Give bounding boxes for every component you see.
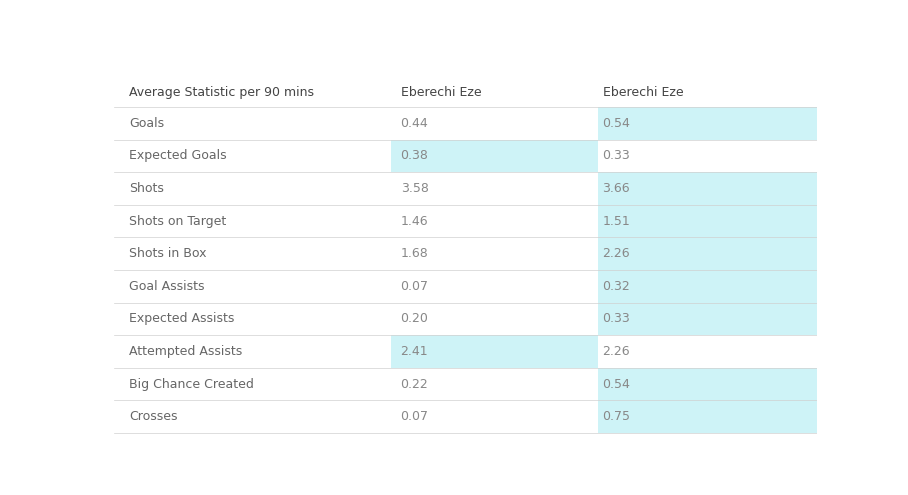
Text: Goal Assists: Goal Assists bbox=[129, 280, 204, 293]
Text: 0.32: 0.32 bbox=[603, 280, 630, 293]
Text: 0.22: 0.22 bbox=[400, 378, 429, 391]
Text: 2.41: 2.41 bbox=[400, 345, 429, 358]
Text: Shots on Target: Shots on Target bbox=[129, 215, 226, 228]
Bar bbox=[597, 368, 817, 400]
Text: 3.58: 3.58 bbox=[400, 182, 429, 195]
Text: Big Chance Created: Big Chance Created bbox=[129, 378, 254, 391]
Text: 1.68: 1.68 bbox=[400, 247, 429, 260]
Text: 1.51: 1.51 bbox=[603, 215, 630, 228]
Text: Shots: Shots bbox=[129, 182, 163, 195]
Bar bbox=[597, 172, 817, 205]
Text: 0.54: 0.54 bbox=[603, 378, 630, 391]
Text: Shots in Box: Shots in Box bbox=[129, 247, 206, 260]
Bar bbox=[391, 335, 597, 368]
Text: Expected Assists: Expected Assists bbox=[129, 312, 234, 325]
Text: Eberechi Eze: Eberechi Eze bbox=[400, 86, 481, 99]
Bar bbox=[597, 107, 817, 140]
Text: 0.33: 0.33 bbox=[603, 149, 630, 162]
Text: Crosses: Crosses bbox=[129, 410, 177, 423]
Text: 2.26: 2.26 bbox=[603, 345, 630, 358]
Text: 0.38: 0.38 bbox=[400, 149, 429, 162]
Text: Attempted Assists: Attempted Assists bbox=[129, 345, 242, 358]
Text: 0.33: 0.33 bbox=[603, 312, 630, 325]
Text: Eberechi Eze: Eberechi Eze bbox=[603, 86, 683, 99]
Text: 0.07: 0.07 bbox=[400, 280, 429, 293]
Text: 1.46: 1.46 bbox=[400, 215, 429, 228]
Text: Expected Goals: Expected Goals bbox=[129, 149, 227, 162]
Text: 2.26: 2.26 bbox=[603, 247, 630, 260]
Text: Average Statistic per 90 mins: Average Statistic per 90 mins bbox=[129, 86, 314, 99]
Text: 0.75: 0.75 bbox=[603, 410, 630, 423]
Bar bbox=[597, 238, 817, 270]
Bar bbox=[597, 205, 817, 238]
Bar bbox=[597, 400, 817, 433]
Text: 0.54: 0.54 bbox=[603, 117, 630, 130]
Text: 0.44: 0.44 bbox=[400, 117, 429, 130]
Bar bbox=[391, 140, 597, 172]
Text: 3.66: 3.66 bbox=[603, 182, 630, 195]
Text: Goals: Goals bbox=[129, 117, 164, 130]
Text: 0.20: 0.20 bbox=[400, 312, 429, 325]
Bar bbox=[597, 302, 817, 335]
Bar bbox=[597, 270, 817, 302]
Text: 0.07: 0.07 bbox=[400, 410, 429, 423]
